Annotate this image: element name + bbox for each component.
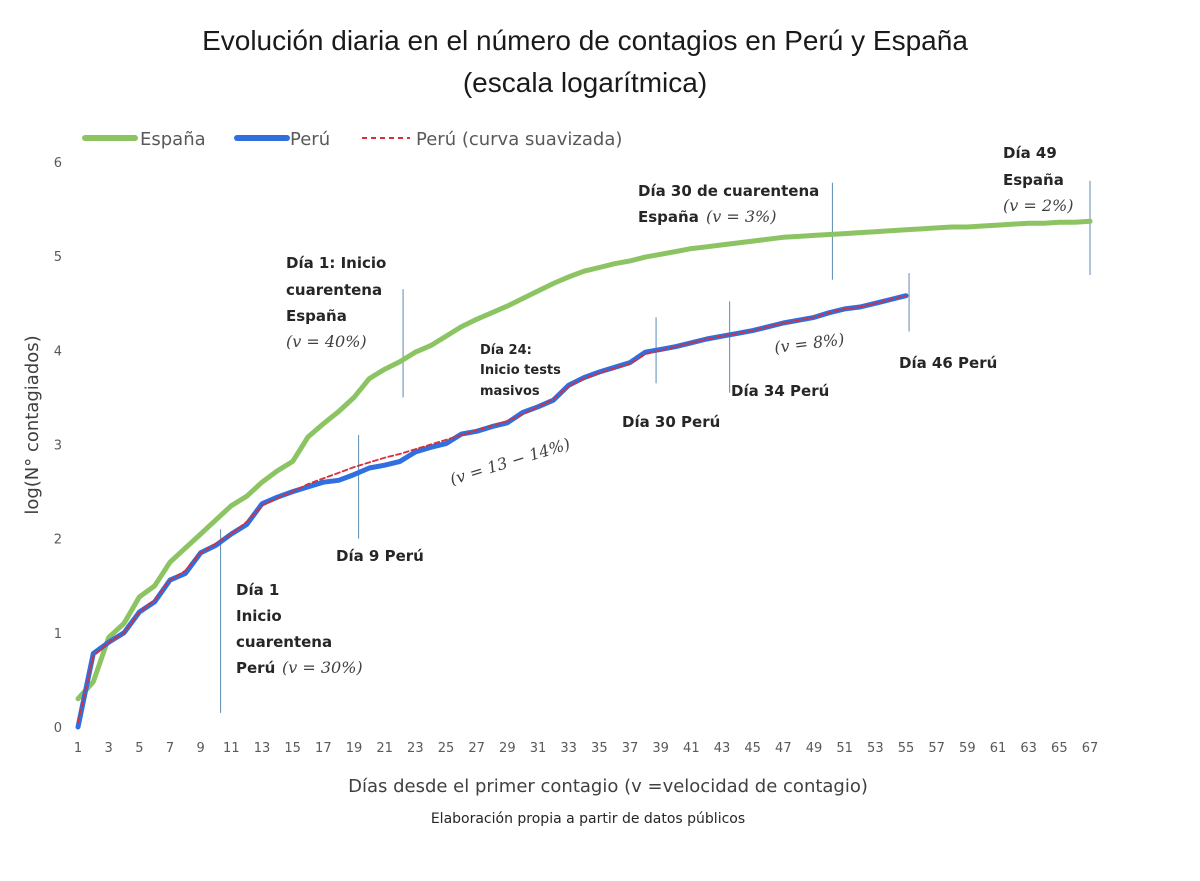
chart-title-line1: Evolución diaria en el número de contagi… [202,25,968,56]
legend-item-espana[interactable]: España [82,129,206,150]
svg-text:Día 24:: Día 24: [480,343,532,358]
series-line-peru[interactable] [75,293,909,730]
x-tick-label-14: 29 [499,741,516,756]
x-tick-label-31: 63 [1020,741,1037,756]
y-axis-ticks: 0 1 2 3 4 5 6 [54,156,62,736]
svg-text:Día 49: Día 49 [1003,144,1057,162]
svg-text:Día 30 Perú: Día 30 Perú [622,413,720,431]
svg-text:España: España [1003,171,1064,189]
x-tick-label-2: 5 [135,741,143,756]
annotation-v13: (v = 13 − 14%) [448,434,573,489]
annotation-dia1-peru: Día 1 Inicio cuarentena Perú (v = 30%) [236,581,363,677]
x-tick-label-11: 23 [407,741,424,756]
annotation-dia34-peru: Día 34 Perú [731,382,829,400]
credit-note: Elaboración propia a partir de datos púb… [431,811,745,827]
svg-text:cuarentena: cuarentena [286,281,382,299]
svg-text:Inicio tests: Inicio tests [480,363,561,378]
y-tick-label-4: 4 [54,344,62,359]
x-tick-label-17: 35 [591,741,608,756]
x-tick-label-29: 59 [959,741,976,756]
x-tick-label-21: 43 [714,741,731,756]
x-tick-label-1: 3 [105,741,113,756]
legend-label-peru: Perú [290,129,330,150]
y-tick-label-1: 1 [54,627,62,642]
annotation-dia30-peru: Día 30 Perú [622,413,720,431]
x-tick-label-24: 49 [806,741,823,756]
svg-text:Inicio: Inicio [236,607,282,625]
annotation-dia46-peru: Día 46 Perú [899,354,997,372]
annotation-v8: (v = 8%) [773,330,845,357]
svg-text:(v = 2%): (v = 2%) [1003,196,1073,215]
svg-text:(v = 8%): (v = 8%) [773,330,845,357]
x-tick-label-16: 33 [560,741,577,756]
x-tick-label-9: 19 [346,741,363,756]
svg-text:Perú: Perú [236,659,275,677]
x-axis-title: Días desde el primer contagio (v =veloci… [348,776,868,797]
x-tick-label-30: 61 [990,741,1007,756]
x-tick-label-5: 11 [223,741,240,756]
y-tick-label-0: 0 [54,721,62,736]
x-tick-label-19: 39 [652,741,669,756]
x-tick-label-33: 67 [1082,741,1099,756]
y-tick-label-2: 2 [54,533,62,548]
annotation-dia49-espana: Día 49 España (v = 2%) [1003,144,1073,215]
x-tick-label-32: 65 [1051,741,1068,756]
series-line-peru-smoothed[interactable] [77,294,907,724]
y-tick-label-6: 6 [54,156,62,171]
svg-text:(v = 3%): (v = 3%) [706,207,776,226]
svg-text:(v = 30%): (v = 30%) [282,658,363,677]
x-tick-label-7: 15 [284,741,301,756]
annotations: Día 1 Inicio cuarentena Perú (v = 30%) D… [236,144,1073,677]
series-line-espana[interactable] [75,218,1093,702]
annotation-dia1-espana: Día 1: Inicio cuarentena España (v = 40%… [286,254,386,351]
x-axis-ticks: 1 3 5 7 9 11 13 15 17 19 21 23 25 27 29 31 33 35 37 39 41 43 4… [74,741,1098,756]
legend-label-espana: España [140,129,206,150]
x-tick-label-25: 51 [836,741,853,756]
chart-title-line2: (escala logarítmica) [463,67,707,98]
series-lines [75,218,1093,730]
legend-item-peru[interactable]: Perú [234,129,330,150]
x-tick-label-4: 9 [197,741,205,756]
x-tick-label-6: 13 [254,741,271,756]
y-axis-title: log(N° contagiados) [22,335,43,514]
x-tick-label-26: 53 [867,741,884,756]
y-tick-label-5: 5 [54,250,62,265]
svg-text:(v = 40%): (v = 40%) [286,332,367,351]
svg-text:Día 46 Perú: Día 46 Perú [899,354,997,372]
svg-text:Día 34 Perú: Día 34 Perú [731,382,829,400]
legend-label-peru-smoothed: Perú (curva suavizada) [416,129,622,150]
x-tick-label-12: 25 [438,741,455,756]
x-tick-label-13: 27 [468,741,485,756]
x-tick-label-27: 55 [898,741,915,756]
svg-text:masivos: masivos [480,384,540,399]
x-tick-label-20: 41 [683,741,700,756]
annotation-dia30-espana: Día 30 de cuarentena España (v = 3%) [638,182,819,226]
annotation-dia24: Día 24: Inicio tests masivos [480,343,561,399]
x-tick-label-28: 57 [928,741,945,756]
x-tick-label-22: 45 [744,741,761,756]
x-tick-label-3: 7 [166,741,174,756]
svg-text:Día 9 Perú: Día 9 Perú [336,547,424,565]
x-tick-label-10: 21 [376,741,393,756]
svg-text:Día 30 de cuarentena: Día 30 de cuarentena [638,182,819,200]
svg-text:España: España [638,208,699,226]
legend: España Perú Perú (curva suavizada) [82,129,622,150]
svg-text:Día 1: Inicio: Día 1: Inicio [286,254,386,272]
x-tick-label-8: 17 [315,741,332,756]
x-tick-label-0: 1 [74,741,82,756]
svg-text:cuarentena: cuarentena [236,633,332,651]
legend-item-peru-smoothed[interactable]: Perú (curva suavizada) [362,129,622,150]
x-tick-label-23: 47 [775,741,792,756]
svg-text:Día 1: Día 1 [236,581,279,599]
svg-text:España: España [286,307,347,325]
svg-text:(v = 13 − 14%): (v = 13 − 14%) [448,434,573,489]
annotation-lines [220,180,1091,713]
x-tick-label-15: 31 [530,741,547,756]
x-tick-label-18: 37 [622,741,639,756]
y-tick-label-3: 3 [54,439,62,454]
annotation-dia9-peru: Día 9 Perú [336,547,424,565]
